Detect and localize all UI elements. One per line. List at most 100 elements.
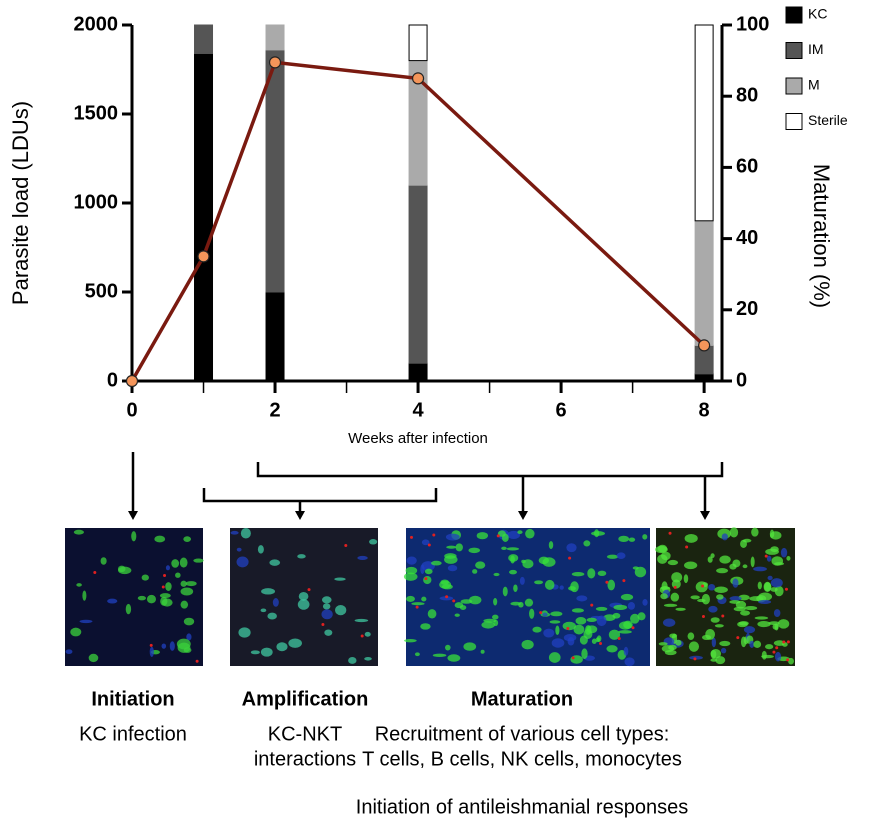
texture [149, 643, 153, 647]
texture [714, 624, 724, 628]
texture [468, 547, 481, 554]
texture [575, 617, 587, 625]
texture [767, 575, 773, 581]
texture [729, 527, 739, 538]
texture [620, 593, 634, 601]
texture [357, 555, 368, 560]
texture [697, 598, 706, 603]
texture [770, 578, 783, 588]
bar-segment [265, 291, 285, 382]
texture [324, 629, 333, 636]
texture [65, 649, 73, 655]
x-tick-label: 2 [269, 399, 280, 421]
texture [507, 530, 521, 540]
texture [163, 574, 167, 578]
texture [591, 638, 597, 644]
texture [360, 634, 364, 638]
texture [288, 638, 302, 648]
texture [683, 574, 689, 584]
texture [154, 535, 166, 543]
texture [510, 555, 515, 564]
texture [335, 605, 347, 616]
texture [236, 556, 249, 568]
texture [513, 584, 518, 592]
texture [454, 613, 460, 617]
texture [719, 640, 731, 647]
y2-axis-label: Maturation (%) [809, 164, 834, 308]
texture [549, 620, 561, 624]
texture [179, 557, 188, 568]
texture [509, 569, 517, 575]
texture [687, 632, 695, 641]
texture [420, 623, 431, 630]
texture [432, 653, 447, 658]
texture [161, 598, 173, 607]
texture [786, 556, 791, 561]
texture [608, 629, 621, 640]
texture [475, 561, 486, 569]
texture [141, 574, 149, 581]
texture [570, 655, 583, 664]
y-tick-label: 1000 [74, 191, 119, 213]
texture [568, 556, 572, 560]
texture [445, 533, 460, 541]
texture [445, 644, 451, 651]
x-axis-label: Weeks after infection [348, 430, 488, 447]
texture [260, 647, 273, 657]
texture [73, 529, 84, 535]
texture [750, 556, 755, 568]
texture [550, 611, 563, 617]
texture [455, 543, 463, 552]
texture [720, 647, 727, 654]
y2-tick-label: 40 [736, 227, 758, 249]
texture [757, 621, 771, 628]
texture [624, 657, 635, 667]
texture [88, 653, 99, 663]
texture [405, 566, 418, 575]
y-axis-label: Parasite load (LDUs) [8, 101, 33, 305]
texture [618, 535, 630, 542]
legend-label: Sterile [808, 112, 848, 128]
texture [439, 580, 452, 589]
texture [447, 654, 461, 662]
texture [596, 615, 607, 627]
texture [548, 541, 554, 549]
texture [439, 596, 454, 601]
texture [195, 659, 199, 663]
stage-text: Recruitment of various cell types: [375, 723, 670, 745]
texture [548, 652, 561, 663]
texture [510, 601, 521, 606]
stage-text: KC-NKT [268, 723, 342, 745]
texture [742, 538, 752, 543]
texture [100, 557, 107, 565]
texture [735, 600, 747, 609]
texture [571, 656, 575, 660]
texture [732, 578, 739, 588]
texture [774, 651, 782, 662]
texture [617, 636, 621, 640]
line-marker [268, 56, 282, 69]
texture [555, 625, 560, 636]
texture [642, 534, 648, 540]
texture [403, 572, 418, 581]
micrographs [65, 527, 795, 667]
texture [743, 626, 756, 634]
bar-segment [694, 373, 714, 382]
texture [269, 559, 281, 566]
texture [570, 581, 579, 593]
texture [764, 582, 772, 592]
texture [551, 638, 565, 648]
legend-swatch [785, 113, 803, 130]
texture [79, 619, 93, 624]
texture [76, 583, 82, 587]
texture [538, 556, 549, 565]
y-tick-label: 1500 [74, 102, 119, 124]
texture [749, 640, 755, 648]
bar-segment [194, 24, 214, 54]
texture [716, 568, 729, 574]
texture [668, 531, 672, 535]
texture [566, 543, 577, 553]
bar-segment [408, 24, 428, 62]
texture [446, 545, 457, 549]
texture [594, 529, 600, 538]
